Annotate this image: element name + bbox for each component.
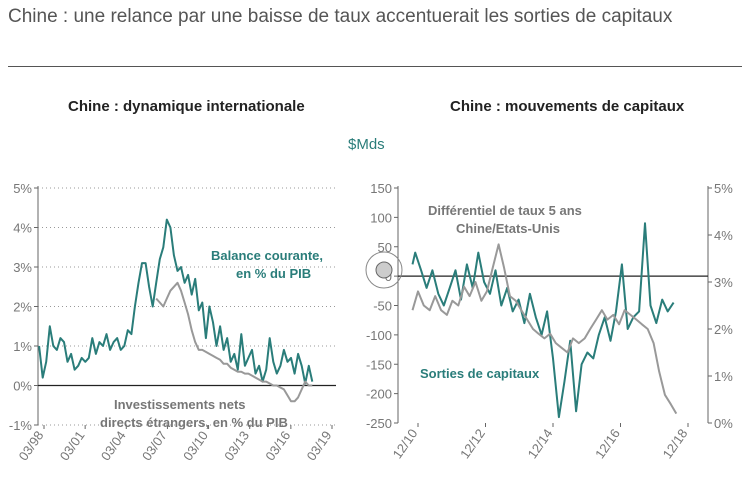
left-y-tick-label: 3% bbox=[13, 260, 32, 275]
annotation-fdi-line1: Investissements nets bbox=[114, 397, 246, 412]
right-series-capital-outflows bbox=[411, 222, 675, 419]
left-x-tick-label: 03/04 bbox=[98, 428, 129, 463]
right-chart-title: Chine : mouvements de capitaux bbox=[450, 98, 685, 115]
left-y-tick-label: 1% bbox=[13, 339, 32, 354]
annotation-current-account-line2: en % du PIB bbox=[236, 266, 311, 281]
right-series-rate-differential bbox=[411, 243, 678, 415]
zoom-ring-icon bbox=[365, 251, 403, 289]
right-x-tick-label: 12/10 bbox=[390, 426, 421, 461]
right-x-tick-label: 12/16 bbox=[592, 426, 623, 461]
annotation-current-account-line1: Balance courante, bbox=[211, 248, 323, 263]
left-x-tick-label: 03/01 bbox=[57, 428, 88, 463]
annotation-rate-diff-line1: Différentiel de taux 5 ans bbox=[428, 203, 582, 218]
right-left-tick-label: 150 bbox=[370, 181, 392, 196]
right-left-tick-label: -250 bbox=[366, 416, 392, 431]
chart-main-title: Chine : une relance par une baisse de ta… bbox=[8, 6, 673, 27]
left-y-tick-label: 2% bbox=[13, 300, 32, 315]
title-divider bbox=[8, 66, 742, 67]
left-x-tick-label: 03/98 bbox=[16, 428, 47, 463]
right-right-tick-label: 0% bbox=[714, 416, 733, 431]
right-left-tick-label: -100 bbox=[366, 328, 392, 343]
right-left-tick-label: -150 bbox=[366, 357, 392, 372]
right-right-tick-label: 2% bbox=[714, 322, 733, 337]
right-right-tick-label: 4% bbox=[714, 228, 733, 243]
left-series-fdi bbox=[155, 281, 313, 403]
right-right-tick-label: 3% bbox=[714, 275, 733, 290]
left-y-tick-label: -1% bbox=[9, 418, 33, 433]
left-y-tick-label: 4% bbox=[13, 221, 32, 236]
right-chart: $Mds 150100500-50-100-150-200-2505%4%3%2… bbox=[348, 136, 733, 461]
left-x-tick-label: 03/19 bbox=[304, 428, 335, 463]
right-x-tick-label: 12/12 bbox=[457, 426, 488, 461]
right-chart-unit-label: $Mds bbox=[348, 136, 385, 153]
right-right-tick-label: 5% bbox=[714, 181, 733, 196]
left-y-tick-label: 5% bbox=[13, 181, 32, 196]
right-right-tick-label: 1% bbox=[714, 369, 733, 384]
left-x-tick-label: 03/16 bbox=[262, 428, 293, 463]
right-x-tick-label: 12/14 bbox=[525, 426, 556, 461]
left-x-tick-label: 03/10 bbox=[180, 428, 211, 463]
right-left-tick-label: 50 bbox=[378, 240, 392, 255]
left-chart-title: Chine : dynamique internationale bbox=[68, 98, 305, 115]
left-x-tick-label: 03/07 bbox=[139, 428, 170, 463]
left-x-tick-label: 03/13 bbox=[221, 428, 252, 463]
right-x-tick-label: 12/18 bbox=[660, 426, 691, 461]
annotation-fdi-line2: directs étrangers, en % du PIB bbox=[100, 415, 288, 430]
annotation-rate-diff-line2: Chine/Etats-Unis bbox=[456, 221, 560, 236]
right-left-tick-label: -50 bbox=[373, 299, 392, 314]
right-left-tick-label: -200 bbox=[366, 387, 392, 402]
right-left-tick-label: 100 bbox=[370, 210, 392, 225]
zoom-dot-icon bbox=[375, 261, 393, 279]
left-y-tick-label: 0% bbox=[13, 379, 32, 394]
left-chart: 5% 4% 3% 2% 1% 0% -1% 03/98 03/01 03/04 03/07 03/1… bbox=[9, 181, 336, 463]
annotation-capital-outflows: Sorties de capitaux bbox=[420, 366, 540, 381]
left-series-current-account bbox=[38, 218, 314, 385]
